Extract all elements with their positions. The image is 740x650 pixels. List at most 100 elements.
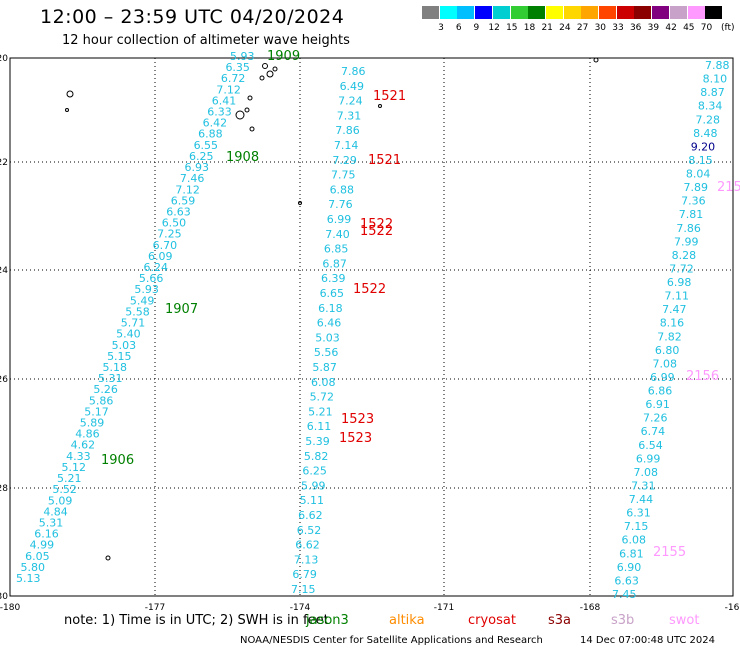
legend-label: 12 <box>488 23 500 33</box>
legend-swatch <box>652 6 670 19</box>
wave-height-value: 6.88 <box>198 128 223 141</box>
wave-height-value: 5.31 <box>39 516 64 529</box>
wave-height-value: 8.34 <box>698 100 723 113</box>
legend-label: 21 <box>541 23 553 33</box>
legend-label: 15 <box>506 23 518 33</box>
island-outline <box>298 201 302 205</box>
wave-height-value: 6.59 <box>171 194 196 207</box>
wave-height-value: 8.04 <box>686 168 711 181</box>
pass-number-label: 1522 <box>360 224 393 239</box>
wave-height-value: 7.36 <box>681 195 706 208</box>
legend-swatch <box>545 6 563 19</box>
wave-height-value: 7.86 <box>341 65 366 78</box>
wave-height-value: 7.15 <box>624 520 649 533</box>
wave-height-value: 5.39 <box>305 435 330 448</box>
legend-label: 30 <box>594 23 607 33</box>
satellite-label-cryosat: cryosat <box>468 613 516 628</box>
wave-height-value: 6.50 <box>162 217 187 230</box>
legend-swatch <box>439 6 457 19</box>
x-tick-label: -177 <box>145 603 165 613</box>
legend-swatch <box>422 6 439 19</box>
legend-label: 36 <box>629 23 642 33</box>
wave-height-value: 5.89 <box>80 417 105 430</box>
wave-height-value: 7.31 <box>631 479 656 492</box>
wave-height-value: 6.31 <box>626 507 651 520</box>
legend-label: 42 <box>665 23 677 33</box>
wave-height-value: 7.47 <box>662 303 687 316</box>
legend-swatch <box>510 6 528 19</box>
wave-height-value: 8.10 <box>703 73 728 86</box>
pass-number-label: 1522 <box>360 217 393 232</box>
satellite-label-jason3: jason3 <box>306 613 349 628</box>
pass-number-label: 1523 <box>341 412 374 427</box>
y-tick-label: -28 <box>0 484 8 494</box>
wave-height-value: 6.08 <box>622 534 647 547</box>
pass-number-label: 2156 <box>686 369 719 384</box>
wave-height-value: 6.35 <box>225 61 250 74</box>
wave-height-value: 6.05 <box>25 550 50 563</box>
legend-label: 45 <box>683 23 695 33</box>
wave-height-value: 7.46 <box>180 172 205 185</box>
wave-height-value: 8.15 <box>688 154 713 167</box>
wave-height-value: 5.71 <box>121 317 146 330</box>
wave-height-value: 5.12 <box>62 461 87 474</box>
legend-swatch <box>581 6 599 19</box>
wave-height-value: 6.80 <box>655 344 680 357</box>
wave-height-value: 7.28 <box>695 113 720 126</box>
wave-height-value: 5.56 <box>314 346 339 359</box>
wave-height-value: 4.99 <box>30 539 55 552</box>
wave-height-value: 6.33 <box>207 106 232 119</box>
wave-height-value: 5.21 <box>57 472 82 485</box>
page-subtitle: 12 hour collection of altimeter wave hei… <box>62 33 350 48</box>
wave-height-value: 7.40 <box>325 228 350 241</box>
legend-label: 9 <box>473 23 480 33</box>
wave-height-value: 7.45 <box>612 588 637 601</box>
x-tick-label: -171 <box>434 603 454 613</box>
wave-height-value: 6.25 <box>189 150 214 163</box>
legend-swatch <box>669 6 687 19</box>
wave-height-value: 7.88 <box>705 59 730 72</box>
wave-height-value: 7.72 <box>669 262 694 275</box>
x-tick-label: -16 <box>725 603 740 613</box>
island-outline <box>66 90 74 98</box>
wave-height-value: 7.26 <box>643 412 668 425</box>
wave-height-value: 7.29 <box>332 154 357 167</box>
pass-number-label: 1909 <box>267 49 300 64</box>
wave-height-value: 4.62 <box>71 439 96 452</box>
y-tick-label: -30 <box>0 592 8 602</box>
wave-height-value: 6.98 <box>667 276 692 289</box>
legend-units: (ft) <box>721 23 735 33</box>
island-outline <box>244 107 250 113</box>
satellite-label-altika: altika <box>389 613 425 628</box>
wave-height-value: 6.55 <box>194 139 219 152</box>
legend-label: 24 <box>559 23 571 33</box>
wave-height-value: 6.85 <box>324 243 349 256</box>
wave-height-value: 8.87 <box>700 86 725 99</box>
wave-height-value: 7.24 <box>338 95 363 108</box>
pass-number-label: 1906 <box>101 453 134 468</box>
wave-height-value: 5.80 <box>21 561 46 574</box>
wave-height-value: 6.62 <box>298 509 323 522</box>
legend-label: 27 <box>576 23 589 33</box>
pass-number-label: 1521 <box>368 153 401 168</box>
island-outline <box>266 70 274 78</box>
legend-swatch <box>634 6 652 19</box>
wave-height-value: 6.86 <box>648 385 673 398</box>
y-tick-label: -22 <box>0 158 8 168</box>
wave-height-value: 6.79 <box>292 568 317 581</box>
wave-height-value: 5.86 <box>89 394 114 407</box>
wave-height-value: 6.88 <box>330 183 355 196</box>
wave-height-value: 6.25 <box>302 465 327 478</box>
wave-height-value: 6.09 <box>148 250 173 263</box>
wave-height-value: 6.72 <box>221 72 246 85</box>
island-outline <box>378 104 382 108</box>
wave-height-value: 6.54 <box>638 439 663 452</box>
wave-height-value: 6.42 <box>203 117 228 130</box>
wave-height-value: 5.18 <box>103 361 128 374</box>
credit-text: NOAA/NESDIS Center for Satellite Applica… <box>240 635 543 646</box>
island-outline <box>262 63 268 69</box>
x-tick-label: -168 <box>580 603 601 613</box>
pass-number-label: 2155 <box>653 545 686 560</box>
pass-number-label: 1521 <box>373 89 406 104</box>
wave-height-value: 6.93 <box>184 161 209 174</box>
